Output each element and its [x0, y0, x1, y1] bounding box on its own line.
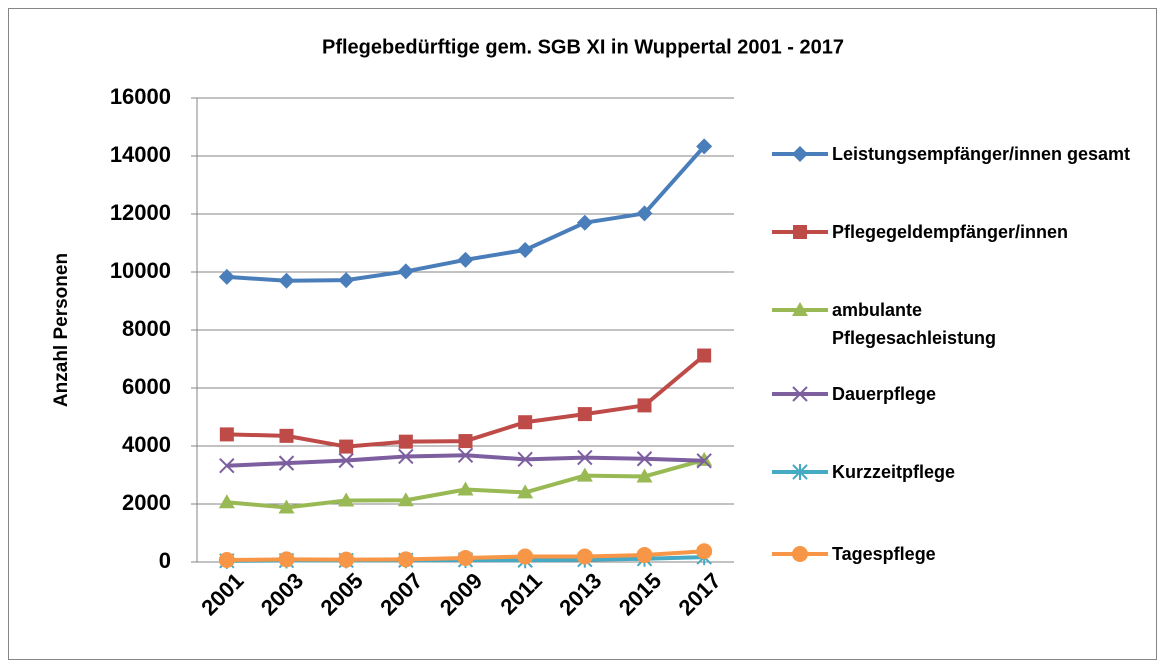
x-tick-label: 2015 [614, 568, 666, 620]
marker [338, 452, 354, 469]
marker [397, 263, 414, 280]
marker [636, 547, 653, 564]
marker [278, 551, 295, 568]
marker [577, 407, 592, 422]
marker [697, 348, 712, 363]
marker [696, 543, 713, 560]
marker [338, 272, 355, 289]
marker [338, 492, 355, 507]
marker [636, 468, 653, 483]
y-tick-label: 12000 [110, 200, 171, 225]
legend-label: Dauerpflege [832, 384, 937, 404]
legend-label: Leistungsempfänger/innen gesamt [832, 144, 1131, 164]
marker [517, 241, 534, 258]
legend-swatch [772, 546, 828, 562]
legend-swatch [772, 302, 828, 316]
x-tick-label: 2007 [375, 568, 427, 620]
series-line [226, 453, 705, 468]
marker [696, 138, 713, 155]
marker [793, 225, 807, 239]
marker [696, 453, 712, 469]
marker [219, 427, 234, 442]
marker [397, 492, 414, 507]
marker [576, 214, 593, 231]
x-tick-label: 2005 [316, 568, 368, 620]
legend-label: ambulante Pflegesachleistung [832, 300, 997, 348]
x-tick-label: 2003 [256, 568, 308, 620]
y-tick-label: 14000 [110, 142, 171, 167]
y-tick-label: 6000 [122, 374, 171, 399]
x-tick-label: 2009 [435, 568, 487, 620]
marker [792, 386, 808, 402]
x-tick-label: 2017 [674, 568, 726, 620]
legend-swatch [772, 464, 828, 480]
chart-title: Pflegebedürftige gem. SGB XI in Wupperta… [322, 36, 844, 58]
marker [457, 481, 474, 496]
legend-label: Kurzzeitpflege [832, 462, 956, 482]
y-tick-label: 4000 [122, 432, 171, 457]
marker [517, 548, 534, 565]
marker [398, 448, 414, 465]
marker [577, 449, 593, 466]
chart-border [8, 8, 1157, 660]
y-tick-label: 0 [159, 548, 171, 573]
marker [218, 551, 235, 568]
marker [457, 447, 474, 463]
legend-item: ambulante Pflegesachleistung [772, 296, 1152, 380]
x-tick-label: 2001 [196, 568, 248, 620]
marker [576, 467, 593, 482]
legend-item: Kurzzeitpflege [772, 458, 1152, 540]
marker [338, 551, 355, 568]
x-tick-label: 2011 [495, 568, 546, 619]
legend-item: Tagespflege [772, 540, 1152, 568]
legend-item: Pflegegeldempfänger/innen [772, 218, 1152, 296]
y-tick-label: 2000 [122, 490, 171, 515]
marker [636, 451, 653, 467]
legend-item: Leistungsempfänger/innen gesamt [772, 140, 1152, 218]
marker [576, 548, 593, 565]
marker [637, 398, 652, 413]
marker [457, 251, 474, 268]
marker [517, 451, 533, 468]
marker [278, 499, 295, 514]
y-axis-title: Anzahl Personen [51, 253, 72, 407]
marker [792, 546, 808, 562]
series-line [226, 353, 706, 449]
legend-label: Tagespflege [832, 544, 936, 564]
legend-swatch [772, 386, 828, 402]
marker [792, 146, 808, 162]
marker [397, 551, 414, 568]
x-tick-label: 2013 [554, 568, 606, 620]
legend-swatch [772, 225, 828, 239]
marker [457, 549, 474, 566]
legend-swatch [772, 146, 828, 162]
marker [518, 415, 533, 430]
y-tick-label: 8000 [122, 316, 171, 341]
marker [219, 458, 235, 474]
marker [792, 464, 808, 480]
marker [792, 302, 808, 316]
marker [517, 484, 534, 499]
marker [339, 439, 354, 454]
y-tick-label: 10000 [110, 258, 171, 283]
marker [458, 434, 473, 449]
marker [279, 428, 294, 443]
marker [218, 494, 235, 509]
marker [398, 434, 413, 449]
legend: Leistungsempfänger/innen gesamt Pflegegel… [772, 140, 1152, 568]
marker [278, 455, 295, 471]
legend-label: Pflegegeldempfänger/innen [832, 222, 1069, 242]
legend-item: Dauerpflege [772, 380, 1152, 458]
y-tick-label: 16000 [110, 84, 171, 109]
marker [218, 268, 235, 285]
marker [278, 272, 295, 289]
marker [636, 205, 653, 222]
